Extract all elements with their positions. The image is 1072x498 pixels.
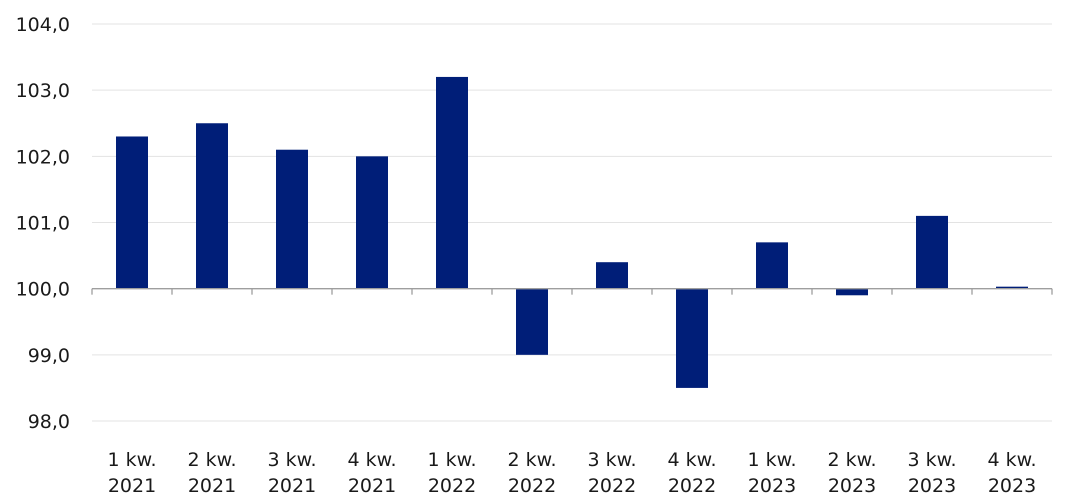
y-tick-label: 98,0 [28, 411, 70, 433]
bar [916, 215, 948, 289]
bar [116, 136, 148, 289]
bar [436, 76, 468, 289]
y-tick-label: 99,0 [28, 345, 70, 367]
x-category-label-quarter: 1 kw. [428, 449, 477, 471]
y-tick-label: 100,0 [16, 279, 70, 301]
x-category-label-quarter: 3 kw. [908, 449, 957, 471]
bar [676, 288, 708, 388]
x-category-label-year: 2021 [268, 475, 316, 497]
x-category-label-quarter: 3 kw. [268, 449, 317, 471]
x-category-label-quarter: 2 kw. [508, 449, 557, 471]
x-axis-category-labels: 1 kw. 2021 2 kw. 2021 3 kw. 2021 4 kw. 2021 1 kw… [108, 449, 1037, 497]
bar [996, 286, 1028, 289]
x-category-label-year: 2022 [508, 475, 556, 497]
x-category-label-quarter: 3 kw. [588, 449, 637, 471]
x-category-label-quarter: 4 kw. [348, 449, 397, 471]
y-axis-tick-labels: 98,0 99,0 100,0 101,0 102,0 103,0 104,0 [16, 14, 70, 433]
bar [756, 242, 788, 289]
x-category-label-year: 2023 [828, 475, 876, 497]
bar [836, 288, 868, 296]
y-tick-label: 103,0 [16, 80, 70, 102]
x-category-label-year: 2021 [348, 475, 396, 497]
x-category-label-year: 2021 [108, 475, 156, 497]
bars [116, 76, 1028, 388]
x-category-label-year: 2022 [668, 475, 716, 497]
x-category-label-quarter: 4 kw. [668, 449, 717, 471]
x-axis [91, 288, 1053, 295]
x-category-label-year: 2022 [428, 475, 476, 497]
bar [596, 262, 628, 289]
y-tick-label: 102,0 [16, 146, 70, 168]
x-category-label-year: 2023 [908, 475, 956, 497]
bar [276, 149, 308, 289]
y-tick-label: 104,0 [16, 14, 70, 36]
x-category-label-year: 2023 [988, 475, 1036, 497]
x-category-label-quarter: 2 kw. [828, 449, 877, 471]
bar [516, 288, 548, 355]
x-category-label-year: 2023 [748, 475, 796, 497]
x-category-label-quarter: 1 kw. [108, 449, 157, 471]
x-category-label-quarter: 4 kw. [988, 449, 1037, 471]
x-category-label-quarter: 1 kw. [748, 449, 797, 471]
y-tick-label: 101,0 [16, 213, 70, 235]
x-category-label-quarter: 2 kw. [188, 449, 237, 471]
x-category-label-year: 2022 [588, 475, 636, 497]
x-category-label-year: 2021 [188, 475, 236, 497]
bar [196, 123, 228, 289]
bar [356, 156, 388, 289]
grid-layer [92, 23, 1052, 422]
